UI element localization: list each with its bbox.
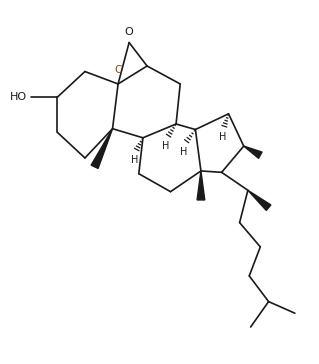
Polygon shape — [244, 146, 262, 158]
Polygon shape — [197, 171, 205, 200]
Text: H: H — [162, 141, 169, 151]
Polygon shape — [248, 190, 271, 210]
Text: H: H — [180, 147, 187, 157]
Text: C: C — [115, 65, 122, 75]
Text: HO: HO — [10, 92, 27, 102]
Text: O: O — [125, 27, 133, 37]
Text: H: H — [219, 132, 226, 142]
Polygon shape — [91, 129, 113, 169]
Text: H: H — [131, 155, 138, 165]
